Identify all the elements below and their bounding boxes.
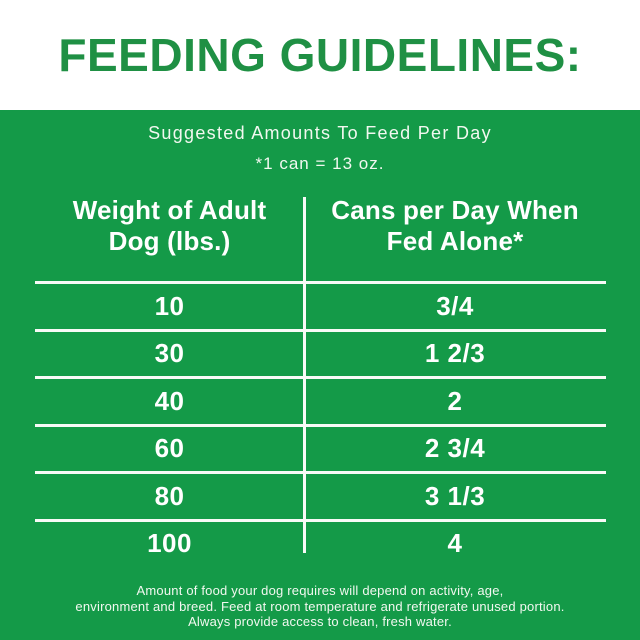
table-row: 40 2 — [34, 376, 606, 424]
cans-cell: 3/4 — [436, 290, 474, 321]
cans-cell: 4 — [447, 528, 463, 559]
table-row: 80 3 1/3 — [34, 471, 606, 519]
weight-cell: 80 — [154, 480, 185, 511]
table-header-row: Weight of Adult Dog (lbs.) Cans per Day … — [35, 195, 606, 281]
cans-cell: 2 — [447, 385, 463, 416]
column-header-cans-line-2: Fed Alone* — [386, 226, 524, 256]
column-header-cans: Cans per Day When Fed Alone* — [305, 195, 606, 257]
footer-line-1: Amount of food your dog requires will de… — [136, 583, 504, 598]
weight-cell: 10 — [154, 290, 185, 321]
page-title: FEEDING GUIDELINES: — [58, 29, 582, 81]
cans-cell: 2 3/4 — [424, 433, 486, 464]
cans-cell: 1 2/3 — [424, 338, 486, 369]
weight-cell: 100 — [147, 528, 192, 559]
weight-cell: 40 — [154, 385, 185, 416]
weight-cell: 60 — [154, 433, 185, 464]
footer-line-2: environment and breed. Feed at room temp… — [75, 598, 565, 614]
guidelines-panel: Suggested Amounts To Feed Per Day *1 can… — [0, 110, 640, 640]
weight-cell: 30 — [154, 338, 185, 369]
subtitle-line-1: Suggested Amounts To Feed Per Day — [148, 123, 492, 143]
subtitle-line-2: *1 can = 13 oz. — [255, 154, 385, 173]
table-row: 10 3/4 — [34, 281, 606, 329]
column-header-cans-line-1: Cans per Day When — [331, 195, 579, 225]
column-header-weight-line-1: Weight of Adult — [72, 195, 267, 225]
footer-note: Amount of food your dog requires will de… — [0, 583, 640, 630]
table-row: 30 1 2/3 — [34, 328, 606, 377]
table-row: 60 2 3/4 — [34, 423, 606, 472]
cans-cell: 3 1/3 — [424, 480, 486, 511]
column-header-weight-line-2: Dog (lbs.) — [108, 226, 231, 256]
feeding-table: Weight of Adult Dog (lbs.) Cans per Day … — [34, 195, 606, 567]
column-header-weight: Weight of Adult Dog (lbs.) — [35, 195, 305, 257]
table-row: 100 4 — [34, 518, 606, 567]
column-divider — [303, 197, 307, 553]
label-header: FEEDING GUIDELINES: — [0, 0, 640, 110]
footer-line-3: Always provide access to clean, fresh wa… — [188, 614, 452, 629]
